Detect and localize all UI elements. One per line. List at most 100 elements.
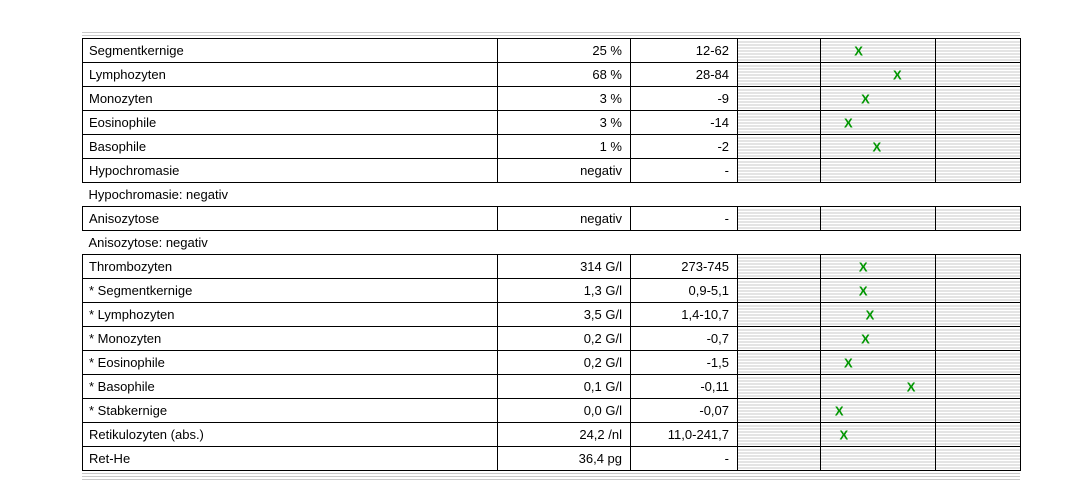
range-graph-side-cell [935, 254, 1021, 279]
range-graph-side-cell [737, 206, 821, 231]
range-graph-side-cell [935, 38, 1021, 63]
result-marker-x: X [865, 307, 875, 322]
range-graph-side-cell [737, 302, 821, 327]
comment-row: Hypochromasie: negativ [82, 182, 1021, 207]
range-graph-side-cell [935, 206, 1021, 231]
range-graph-side-cell [935, 110, 1021, 135]
result-value: 0,1 G/l [497, 374, 631, 399]
range-graph-side-cell [935, 62, 1021, 87]
result-row: * Eosinophile 0,2 G/l -1,5 X [82, 350, 1021, 375]
range-graph-side-cell [935, 422, 1021, 447]
reference-range: 28-84 [630, 62, 738, 87]
range-graph-side-cell [935, 86, 1021, 111]
range-graph-side-cell [935, 398, 1021, 423]
result-value: 1 % [497, 134, 631, 159]
parameter-name: Thrombozyten [82, 254, 498, 279]
parameter-name: * Segmentkernige [82, 278, 498, 303]
range-graph-side-cell [737, 398, 821, 423]
result-marker-x: X [872, 139, 882, 154]
range-graph-side-cell [935, 326, 1021, 351]
result-marker-x: X [839, 427, 849, 442]
parameter-name: Retikulozyten (abs.) [82, 422, 498, 447]
range-graph-side-cell [737, 374, 821, 399]
range-graph-cell: X [820, 62, 936, 87]
result-value: 24,2 /nl [497, 422, 631, 447]
reference-range: 12-62 [630, 38, 738, 63]
range-graph-side-cell [935, 374, 1021, 399]
reference-range: -14 [630, 110, 738, 135]
range-graph-side-cell [935, 278, 1021, 303]
range-graph-side-cell [737, 326, 821, 351]
result-row: Hypochromasie negativ - [82, 158, 1021, 183]
parameter-name: Eosinophile [82, 110, 498, 135]
result-value: 36,4 pg [497, 446, 631, 471]
parameter-name: * Eosinophile [82, 350, 498, 375]
parameter-name: Lymphozyten [82, 62, 498, 87]
result-row: Segmentkernige 25 % 12-62 X [82, 38, 1021, 63]
result-value: 1,3 G/l [497, 278, 631, 303]
parameter-name: * Monozyten [82, 326, 498, 351]
result-value: 3 % [497, 110, 631, 135]
result-marker-x: X [906, 379, 916, 394]
striped-band-top [82, 30, 1020, 38]
parameter-name: Hypochromasie [82, 158, 498, 183]
range-graph-cell: X [820, 86, 936, 111]
result-value: 0,2 G/l [497, 350, 631, 375]
range-graph-side-cell [737, 158, 821, 183]
range-graph-side-cell [737, 134, 821, 159]
parameter-name: * Basophile [82, 374, 498, 399]
range-graph-cell: X [820, 374, 936, 399]
result-row: * Basophile 0,1 G/l -0,11 X [82, 374, 1021, 399]
range-graph-side-cell [737, 62, 821, 87]
result-row: Monozyten 3 % -9 X [82, 86, 1021, 111]
result-value: 314 G/l [497, 254, 631, 279]
reference-range: -0,07 [630, 398, 738, 423]
range-graph-side-cell [737, 422, 821, 447]
result-row: Eosinophile 3 % -14 X [82, 110, 1021, 135]
reference-range: - [630, 158, 738, 183]
range-graph-cell: X [820, 326, 936, 351]
reference-range: -0,11 [630, 374, 738, 399]
reference-range: -9 [630, 86, 738, 111]
lab-report: Segmentkernige 25 % 12-62 X Lymphozyten 68 % 2… [82, 30, 1021, 481]
result-value: negativ [497, 158, 631, 183]
reference-range: 1,4-10,7 [630, 302, 738, 327]
range-graph-cell [820, 206, 936, 231]
result-row: Retikulozyten (abs.) 24,2 /nl 11,0-241,7 X [82, 422, 1021, 447]
result-row: Lymphozyten 68 % 28-84 X [82, 62, 1021, 87]
result-value: 0,2 G/l [497, 326, 631, 351]
result-row: * Stabkernige 0,0 G/l -0,07 X [82, 398, 1021, 423]
reference-range: 273-745 [630, 254, 738, 279]
reference-range: -0,7 [630, 326, 738, 351]
range-graph-cell [820, 446, 936, 471]
result-row: Thrombozyten 314 G/l 273-745 X [82, 254, 1021, 279]
result-marker-x: X [858, 283, 868, 298]
parameter-name: Ret-He [82, 446, 498, 471]
range-graph-cell: X [820, 110, 936, 135]
range-graph-side-cell [935, 446, 1021, 471]
reference-range: -2 [630, 134, 738, 159]
reference-range: 0,9-5,1 [630, 278, 738, 303]
range-graph-cell: X [820, 350, 936, 375]
result-marker-x: X [893, 67, 902, 82]
comment-row: Anisozytose: negativ [82, 230, 1021, 255]
range-graph-side-cell [737, 86, 821, 111]
result-row: Ret-He 36,4 pg - [82, 446, 1021, 471]
parameter-name: * Lymphozyten [82, 302, 498, 327]
range-graph-side-cell [737, 350, 821, 375]
range-graph-side-cell [737, 38, 821, 63]
result-value: 3,5 G/l [497, 302, 631, 327]
range-graph-cell: X [820, 302, 936, 327]
range-graph-side-cell [935, 134, 1021, 159]
range-graph-side-cell [935, 158, 1021, 183]
result-marker-x: X [861, 91, 870, 106]
result-value: 25 % [497, 38, 631, 63]
result-value: 0,0 G/l [497, 398, 631, 423]
result-row: * Lymphozyten 3,5 G/l 1,4-10,7 X [82, 302, 1021, 327]
result-marker-x: X [854, 43, 863, 58]
comment-text: Anisozytose: negativ [82, 230, 1021, 255]
result-marker-x: X [844, 355, 853, 370]
result-marker-x: X [861, 331, 870, 346]
result-row: * Monozyten 0,2 G/l -0,7 X [82, 326, 1021, 351]
